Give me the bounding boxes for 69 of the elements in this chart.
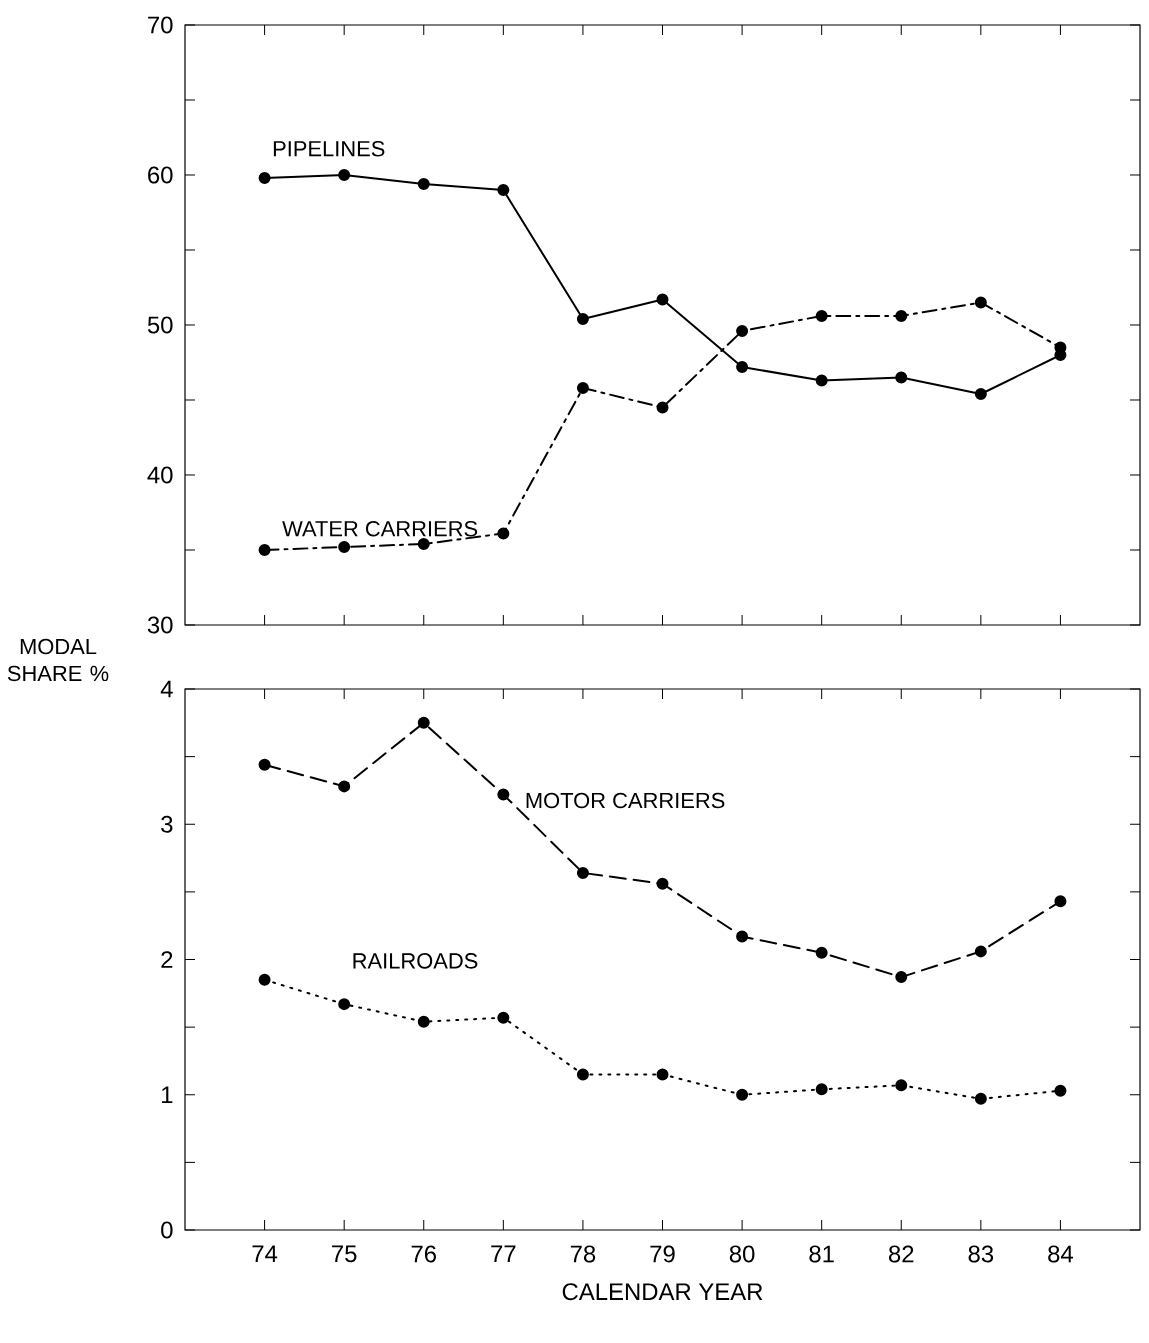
point (974, 387, 987, 400)
point (974, 1092, 987, 1105)
point (1054, 895, 1067, 908)
x-tick-label: 79 (650, 1245, 675, 1263)
y-tick-label: 3 (161, 815, 173, 833)
point (417, 716, 430, 729)
point (497, 1011, 510, 1024)
point (656, 1068, 669, 1081)
y-tick-label: 4 (160, 680, 173, 698)
x-tick-label: 81 (809, 1245, 834, 1263)
x-tick-label: 75 (332, 1245, 357, 1263)
point (736, 324, 749, 337)
point (895, 309, 908, 322)
series-label: PIPELINES (273, 140, 385, 157)
point (656, 877, 669, 890)
x-tick-label: 74 (252, 1245, 278, 1262)
point (895, 371, 908, 384)
point (576, 381, 589, 394)
point (258, 758, 271, 771)
point (815, 1083, 828, 1096)
point (736, 1088, 749, 1101)
point (895, 1079, 908, 1092)
y-tick-label: 60 (148, 166, 173, 184)
point (815, 946, 828, 959)
point (338, 780, 351, 793)
series-label: MOTOR CARRIERS (526, 792, 725, 809)
y-tick-label: 2 (161, 951, 173, 968)
y-tick-label: 50 (147, 316, 173, 334)
point (576, 1068, 589, 1081)
x-tick-label: 84 (1048, 1245, 1074, 1263)
point (258, 543, 271, 556)
point (417, 537, 430, 550)
x-tick-label: 77 (491, 1245, 516, 1262)
point (815, 309, 828, 322)
point (974, 945, 987, 958)
point (417, 1015, 430, 1028)
x-tick-label: 83 (968, 1245, 994, 1263)
point (576, 866, 589, 879)
y-tick-label: 1 (162, 1086, 173, 1103)
point (497, 527, 510, 540)
point (338, 998, 351, 1011)
x-tick-label: 82 (888, 1245, 914, 1263)
x-tick-label: 76 (411, 1245, 436, 1263)
y-tick-label: 30 (147, 616, 173, 634)
point (1054, 1084, 1067, 1097)
point (258, 973, 271, 986)
point (497, 183, 510, 196)
x-tick-label: 78 (570, 1245, 596, 1263)
point (576, 312, 589, 325)
point (736, 360, 749, 373)
point (815, 374, 828, 387)
point (338, 168, 351, 181)
point (338, 540, 351, 553)
point (974, 296, 987, 309)
point (656, 293, 669, 306)
y-tick-label: 70 (148, 16, 173, 34)
y-axis-title: MODAL SHARE % (7, 638, 109, 682)
point (736, 930, 749, 943)
point (497, 788, 510, 801)
point (417, 177, 430, 190)
y-tick-label: 0 (161, 1221, 173, 1239)
x-axis-title: CALENDAR YEAR (562, 1283, 763, 1301)
series-label: RAILROADS (353, 953, 478, 969)
point (258, 171, 271, 184)
x-tick-label: 80 (729, 1245, 755, 1263)
point (656, 401, 669, 414)
y-tick-label: 40 (147, 466, 173, 484)
point (895, 971, 908, 984)
series-label: WATER CARRIERS (282, 520, 478, 537)
